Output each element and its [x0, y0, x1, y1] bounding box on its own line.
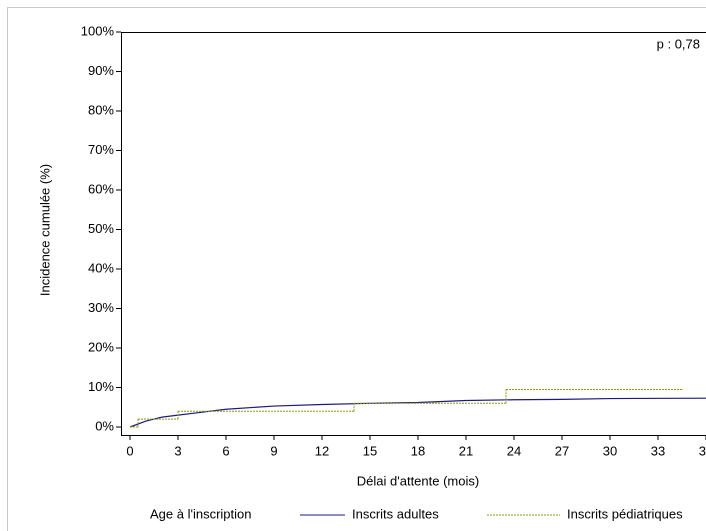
y-tick-label: 40% [88, 260, 114, 275]
x-tick-label: 9 [270, 443, 277, 458]
x-tick-label: 36 [699, 443, 706, 458]
series-line [129, 397, 706, 428]
x-tick-label: 12 [315, 443, 329, 458]
x-tick-label: 18 [411, 443, 425, 458]
x-tick-label: 3 [174, 443, 181, 458]
x-tick-label: 33 [651, 443, 665, 458]
y-tick-label: 60% [88, 181, 114, 196]
legend-label: Inscrits adultes [352, 506, 439, 521]
plot-frame [121, 32, 706, 436]
legend-title: Age à l'inscription [150, 506, 251, 521]
y-tick-label: 20% [88, 339, 114, 354]
legend-label: Inscrits pédiatriques [567, 506, 683, 521]
y-tick-label: 80% [88, 102, 114, 117]
y-axis-label: Incidence cumulée (%) [37, 164, 52, 296]
y-tick-label: 100% [81, 23, 115, 38]
x-tick-label: 21 [459, 443, 473, 458]
annotation: p : 0,78 [657, 36, 700, 51]
y-tick-label: 50% [88, 221, 114, 236]
x-tick-label: 15 [363, 443, 377, 458]
y-tick-label: 90% [88, 63, 114, 78]
x-tick-label: 0 [126, 443, 133, 458]
y-tick-label: 30% [88, 300, 114, 315]
y-tick-label: 10% [88, 379, 114, 394]
y-tick-label: 0% [95, 418, 114, 433]
y-tick-label: 70% [88, 142, 114, 157]
x-tick-label: 30 [603, 443, 617, 458]
x-tick-label: 24 [507, 443, 521, 458]
x-tick-label: 6 [222, 443, 229, 458]
frame [7, 7, 706, 531]
x-axis-label: Délai d'attente (mois) [357, 473, 479, 488]
x-tick-label: 27 [555, 443, 569, 458]
